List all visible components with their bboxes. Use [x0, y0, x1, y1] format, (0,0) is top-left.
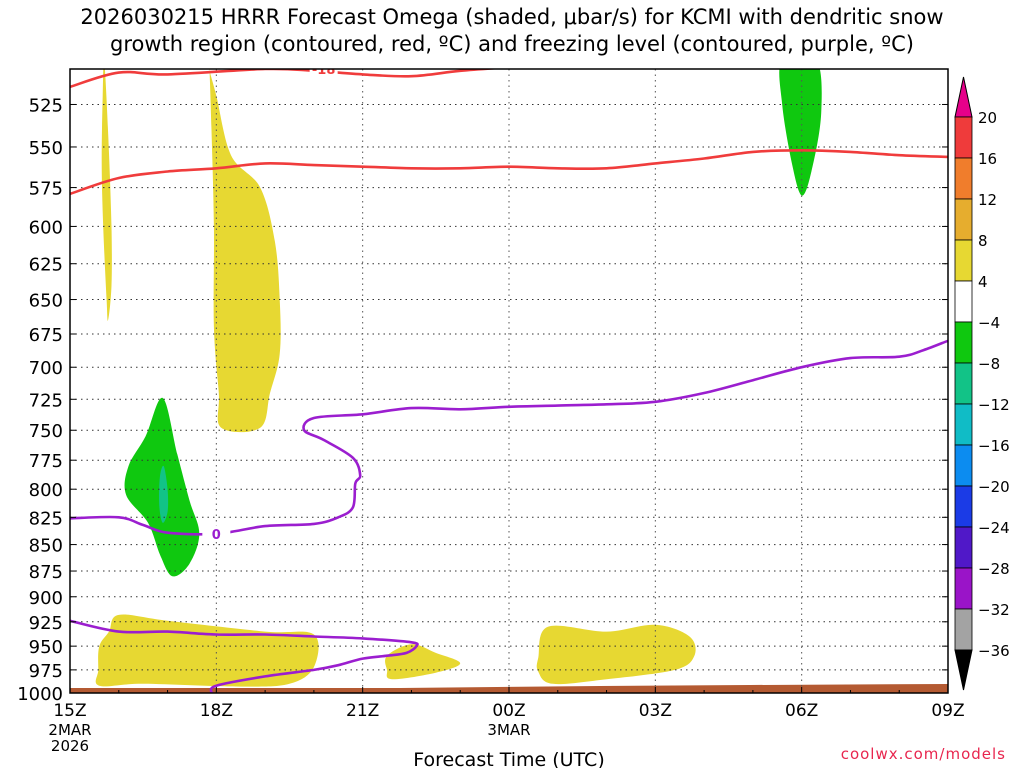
colorbar-swatch-6 — [954, 321, 973, 364]
dgz-contour-1 — [70, 69, 503, 89]
y-tick-label-800: 800 — [29, 480, 63, 501]
colorbar-label-14: −36 — [978, 642, 1010, 660]
dgz-label-bg-1 — [309, 69, 338, 77]
omega-region-8 — [779, 69, 822, 196]
colorbar-label-1: 20 — [978, 109, 997, 127]
y-tick-label-900: 900 — [29, 588, 63, 609]
y-tick-label-950: 950 — [29, 637, 63, 658]
y-tick-label-775: 775 — [29, 451, 63, 472]
colorbar-swatch-5 — [954, 280, 973, 323]
colorbar-top-arrow — [954, 76, 973, 118]
freezing-label-1: 0 — [212, 528, 221, 543]
omega-region-6 — [385, 644, 461, 680]
colorbar-swatch-8 — [954, 403, 973, 446]
contour-lines: -18 0 — [70, 63, 948, 693]
colorbar-label-10: −20 — [978, 478, 1010, 496]
colorbar-label-9: −16 — [978, 437, 1010, 455]
colorbar-swatch-7 — [954, 362, 973, 405]
omega-region-7 — [536, 624, 696, 685]
colorbar-swatch-12 — [954, 567, 973, 610]
y-tick-label-725: 725 — [29, 390, 63, 411]
y-tick-label-850: 850 — [29, 536, 63, 557]
omega-shading — [95, 69, 822, 687]
chart-title: 2026030215 HRRR Forecast Omega (shaded, … — [0, 4, 1024, 58]
omega-region-5 — [95, 614, 319, 687]
colorbar-label-3: 12 — [978, 191, 997, 209]
freezing-contour-2 — [70, 619, 419, 693]
grid-lines — [70, 69, 948, 694]
colorbar-label-12: −28 — [978, 560, 1010, 578]
colorbar-swatch-3 — [954, 198, 973, 241]
omega-region-1 — [101, 69, 112, 321]
colorbar-label-8: −12 — [978, 396, 1010, 414]
x-sublabel-3MAR: 3MAR — [487, 721, 530, 739]
y-tick-label-875: 875 — [29, 562, 63, 583]
y-tick-label-1000: 1000 — [17, 684, 63, 705]
dgz-label-1: -18 — [312, 63, 336, 78]
y-tick-label-525: 525 — [29, 95, 63, 116]
y-tick-label-750: 750 — [29, 421, 63, 442]
colorbar-swatch-4 — [954, 239, 973, 282]
x-tick-label-00Z: 00Z — [492, 701, 525, 721]
colorbar-swatch-10 — [954, 485, 973, 528]
y-tick-label-925: 925 — [29, 613, 63, 634]
y-tick-label-650: 650 — [29, 291, 63, 312]
x-tick-label-21Z: 21Z — [346, 701, 379, 721]
colorbar-label-7: −8 — [978, 355, 1000, 373]
colorbar-label-2: 16 — [978, 150, 997, 168]
y-tick-label-550: 550 — [29, 138, 63, 159]
y-tick-label-675: 675 — [29, 325, 63, 346]
y-tick-label-625: 625 — [29, 255, 63, 276]
colorbar-label-11: −24 — [978, 519, 1010, 537]
omega-region-2 — [208, 69, 281, 433]
colorbar-bottom-arrow — [954, 649, 973, 691]
omega-region-4 — [159, 465, 169, 523]
x-tick-label-09Z: 09Z — [931, 701, 964, 721]
x-tick-label-15Z: 15Z — [53, 701, 86, 721]
colorbar: 20 16 12 8 4 −4 −8 −12 −16 −20 −24 −28 −32 −36 — [954, 76, 1010, 691]
x-sublabel-2MAR: 2MAR — [48, 721, 91, 739]
colorbar-swatch-9 — [954, 444, 973, 487]
y-axis: 525 550 575 600 625 650 675 700 725 750 775 800 825 8… — [17, 95, 948, 705]
x-tick-label-18Z: 18Z — [200, 701, 233, 721]
y-tick-label-600: 600 — [29, 217, 63, 238]
watermark: coolwx.com/models — [840, 745, 1006, 763]
y-tick-label-825: 825 — [29, 508, 63, 529]
colorbar-label-13: −32 — [978, 601, 1010, 619]
colorbar-label-5: 4 — [978, 273, 988, 291]
freezing-contour-1 — [70, 339, 948, 536]
colorbar-label-4: 8 — [978, 232, 988, 250]
colorbar-swatch-11 — [954, 526, 973, 569]
colorbar-label-6: −4 — [978, 314, 1000, 332]
x-tick-label-06Z: 06Z — [785, 701, 818, 721]
y-tick-label-700: 700 — [29, 358, 63, 379]
x-tick-label-03Z: 03Z — [639, 701, 672, 721]
x-sublabel-2026: 2026 — [51, 737, 89, 755]
dgz-contour-2 — [70, 149, 948, 196]
colorbar-swatch-13 — [954, 608, 973, 651]
freezing-label-bg-1 — [202, 525, 231, 542]
x-axis-title: Forecast Time (UTC) — [413, 749, 604, 768]
y-tick-label-975: 975 — [29, 661, 63, 682]
y-tick-label-575: 575 — [29, 179, 63, 200]
title-line-1: 2026030215 HRRR Forecast Omega (shaded, … — [80, 5, 944, 29]
title-line-2: growth region (contoured, red, ºC) and f… — [110, 32, 914, 56]
colorbar-swatch-1 — [954, 116, 973, 159]
colorbar-swatch-2 — [954, 157, 973, 200]
